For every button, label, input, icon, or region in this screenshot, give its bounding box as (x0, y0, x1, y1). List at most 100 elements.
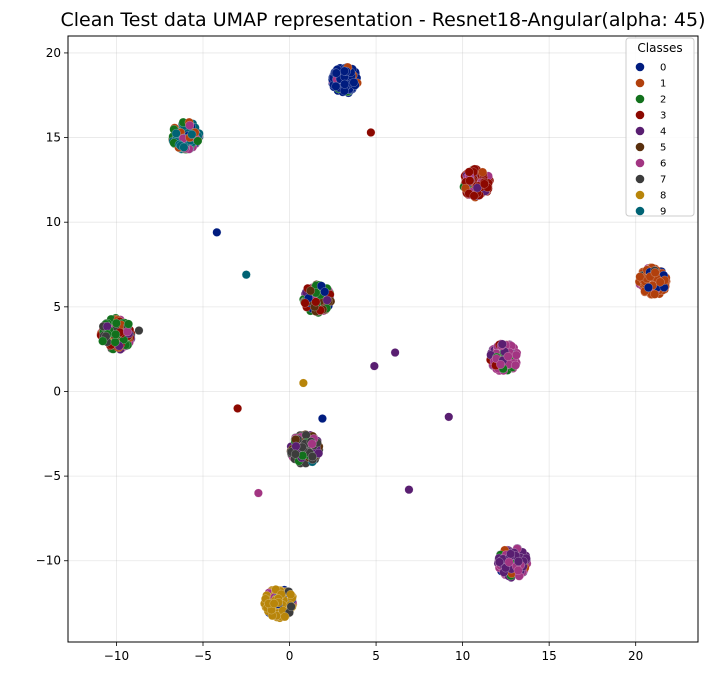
legend-label: 3 (660, 111, 666, 122)
legend-label: 4 (660, 127, 666, 138)
data-point (506, 549, 516, 559)
outlier-point (253, 488, 263, 498)
legend-marker (635, 78, 645, 88)
data-point (511, 350, 521, 360)
data-point (511, 360, 521, 370)
data-point (111, 318, 121, 328)
data-point (479, 179, 489, 189)
data-point (185, 120, 195, 130)
data-point (497, 339, 507, 349)
y-tick-label: −5 (43, 469, 61, 483)
outlier-point (298, 378, 308, 388)
legend-marker (635, 158, 645, 168)
data-point (504, 557, 514, 567)
data-point (340, 79, 350, 89)
legend-marker (635, 142, 645, 152)
data-point (494, 557, 504, 567)
legend-marker (635, 110, 645, 120)
outlier-point (369, 361, 379, 371)
x-tick-label: −5 (194, 649, 212, 663)
legend-label: 6 (660, 159, 666, 170)
chart-title: Clean Test data UMAP representation - Re… (60, 9, 705, 31)
outlier-point (404, 485, 414, 495)
legend-marker (635, 94, 645, 104)
data-point (187, 129, 197, 139)
data-point (123, 319, 133, 329)
axes: −10 −5 0 5 10 15 20 −10 −5 0 5 10 15 20 (36, 46, 644, 663)
data-point (111, 329, 121, 339)
outlier-point (366, 127, 376, 137)
x-tick-label: −10 (104, 649, 129, 663)
outlier-point (233, 403, 243, 413)
data-point (311, 297, 321, 307)
data-point (465, 176, 475, 186)
y-tick-label: 0 (53, 384, 61, 398)
data-point (122, 327, 132, 337)
x-tick-label: 20 (628, 649, 643, 663)
data-point (339, 66, 349, 76)
data-point (464, 167, 474, 177)
y-tick-label: 15 (46, 131, 61, 145)
legend-marker (635, 62, 645, 72)
x-tick-label: 10 (455, 649, 470, 663)
legend: Classes 0 1 2 3 4 5 6 7 8 9 (625, 37, 695, 218)
data-point (503, 351, 513, 361)
outlier-point (390, 348, 400, 358)
data-point (643, 283, 653, 293)
outlier-point (134, 326, 144, 336)
data-point (171, 128, 181, 138)
y-tick-label: −10 (36, 554, 61, 568)
outlier-point (212, 227, 222, 237)
legend-marker (635, 126, 645, 136)
data-point (193, 136, 203, 146)
y-tick-label: 20 (46, 46, 61, 60)
data-point (307, 439, 317, 449)
data-point (300, 298, 310, 308)
data-point (331, 81, 341, 91)
y-tick-label: 5 (53, 300, 61, 314)
legend-label: 7 (660, 175, 666, 186)
data-point (286, 602, 296, 612)
data-point (322, 295, 332, 305)
data-point (290, 449, 300, 459)
data-point (331, 68, 341, 78)
data-point (110, 337, 120, 347)
legend-marker (635, 190, 645, 200)
legend-label: 5 (660, 143, 666, 154)
data-point (478, 167, 488, 177)
data-point (98, 336, 108, 346)
data-points (96, 62, 671, 623)
legend-label: 2 (660, 95, 666, 106)
data-point (179, 142, 189, 152)
legend-marker (635, 174, 645, 184)
legend-label: 8 (660, 191, 666, 202)
grid-lines (68, 36, 698, 642)
outlier-point (317, 414, 327, 424)
data-point (650, 289, 660, 299)
data-point (286, 589, 296, 599)
data-point (655, 277, 665, 287)
y-tick-label: 10 (46, 215, 61, 229)
legend-label: 1 (660, 79, 666, 90)
data-point (635, 272, 645, 282)
data-point (269, 599, 279, 609)
outlier-point (241, 270, 251, 280)
data-point (102, 321, 112, 331)
data-point (307, 452, 317, 462)
outlier-point (444, 412, 454, 422)
legend-label: 0 (660, 63, 666, 74)
data-point (320, 287, 330, 297)
data-point (306, 286, 316, 296)
x-tick-label: 0 (286, 649, 294, 663)
data-point (513, 566, 523, 576)
x-tick-label: 5 (372, 649, 380, 663)
legend-label: 9 (660, 207, 666, 218)
data-point (469, 191, 479, 201)
data-point (280, 612, 290, 622)
x-tick-label: 15 (542, 649, 557, 663)
data-point (650, 268, 660, 278)
data-point (349, 77, 359, 87)
data-point (496, 359, 506, 369)
